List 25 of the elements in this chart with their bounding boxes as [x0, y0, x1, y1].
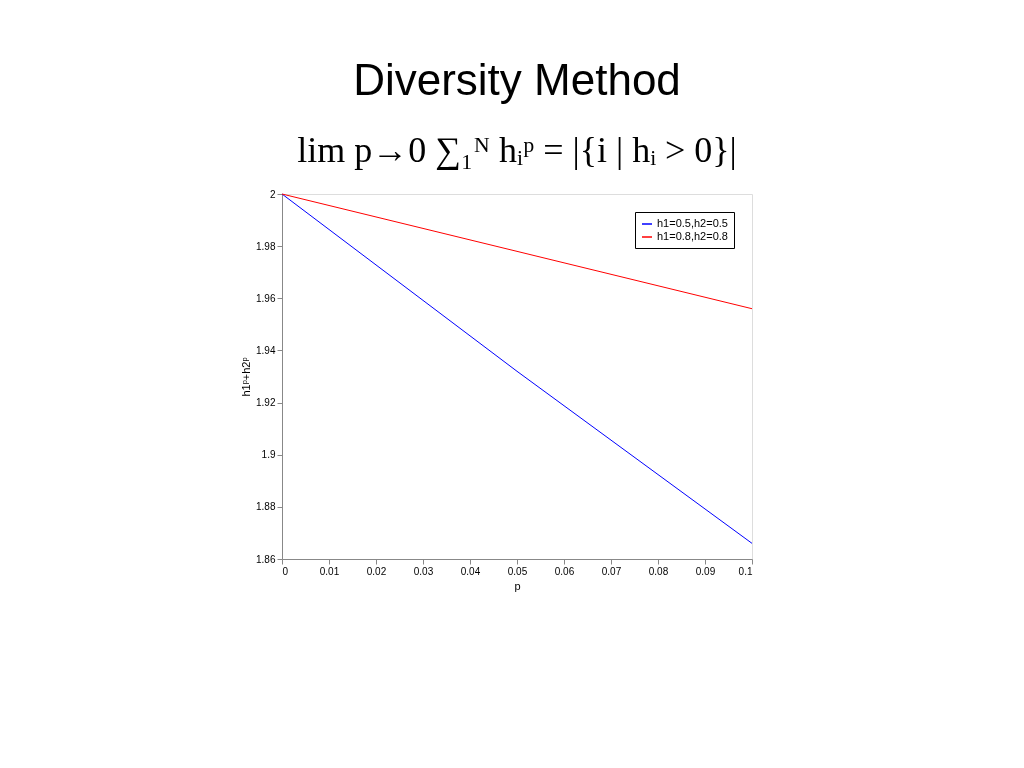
x-tick-label: 0.04 [460, 565, 481, 577]
x-axis-title: p [514, 579, 521, 592]
x-tick-label: 0.03 [413, 565, 434, 577]
y-tick-label: 1.98 [256, 240, 276, 252]
y-tick-label: 1.86 [256, 553, 276, 565]
legend-label: h1=0.8,h2=0.8 [657, 230, 728, 242]
y-axis-title: h1ᵖ+h2ᵖ [240, 357, 253, 397]
x-tick-label: 0 [282, 565, 289, 577]
x-tick-label: 0.01 [319, 565, 340, 577]
x-tick-label: 0.07 [601, 565, 622, 577]
x-tick-label: 0.06 [554, 565, 575, 577]
chart-subtitle: lim p→0 ∑₁ᴺ hᵢᵖ = |{i | hᵢ > 0}| [297, 130, 737, 170]
x-tick-label: 0.05 [507, 565, 528, 577]
y-tick-label: 1.9 [261, 449, 276, 461]
y-tick-label: 2 [269, 188, 276, 200]
y-tick-label: 1.94 [256, 344, 276, 356]
chart-title: Diversity Method [353, 55, 681, 104]
y-tick-label: 1.88 [256, 501, 276, 513]
x-tick-label: 0.09 [695, 565, 716, 577]
legend-label: h1=0.5,h2=0.5 [657, 217, 728, 229]
y-tick-label: 1.92 [256, 397, 276, 409]
x-tick-label: 0.08 [648, 565, 669, 577]
y-tick-label: 1.96 [256, 292, 276, 304]
x-tick-label: 0.02 [366, 565, 387, 577]
x-tick-label: 0.1 [738, 565, 753, 577]
